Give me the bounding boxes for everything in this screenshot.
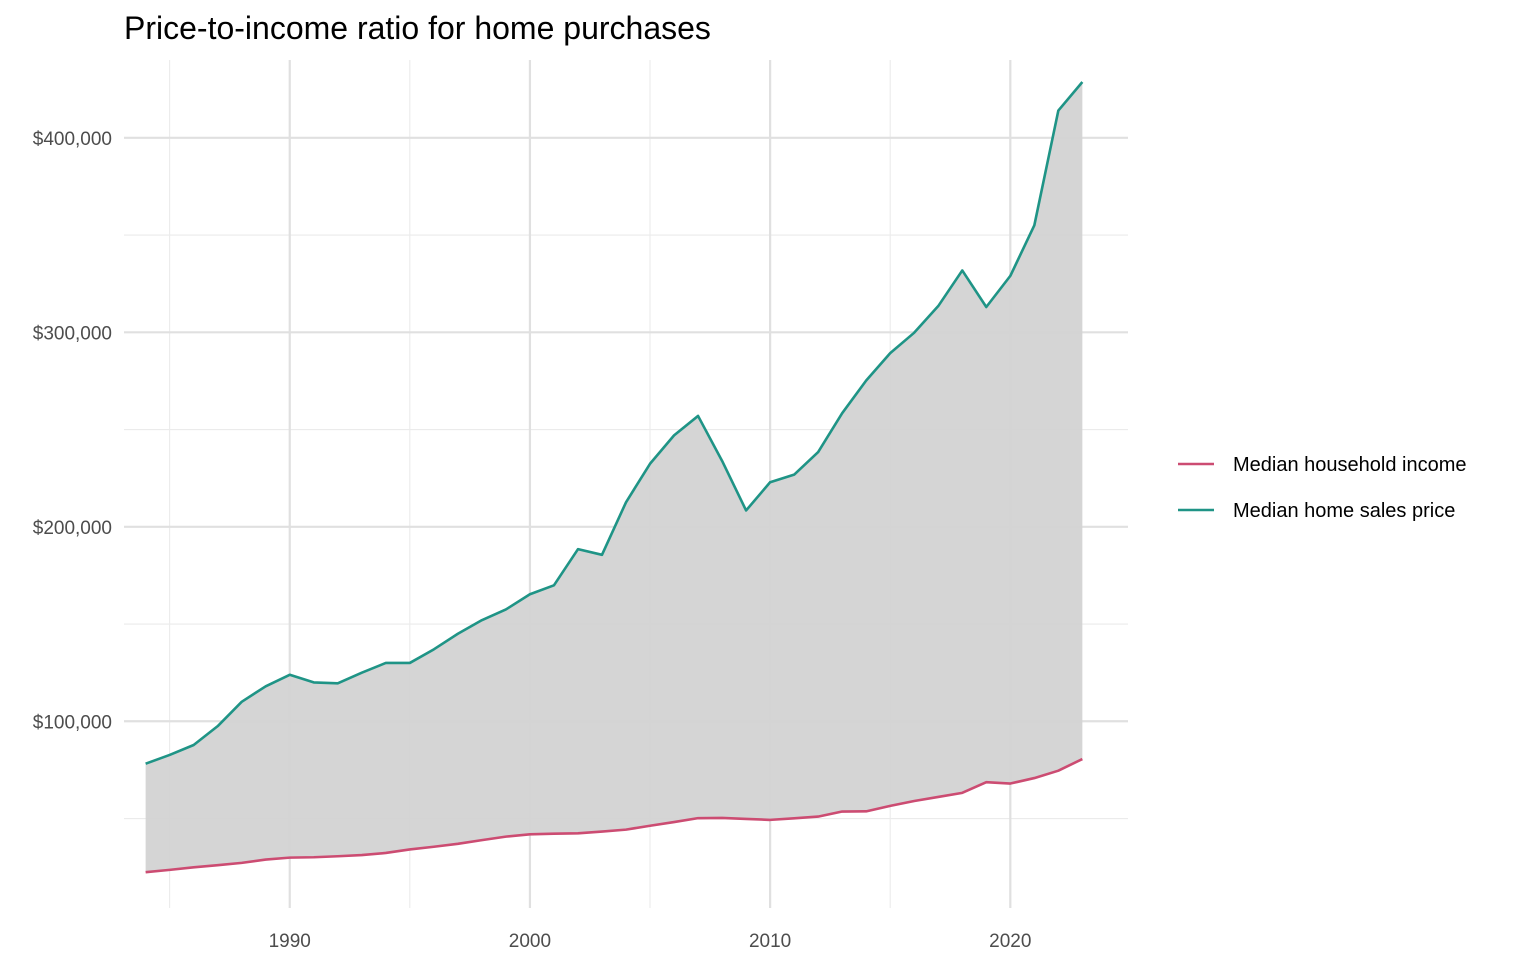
ribbon-area: [145, 81, 1083, 873]
legend-label: Median household income: [1233, 454, 1467, 476]
y-tick-label: $400,000: [33, 129, 112, 150]
x-tick-label: 2000: [509, 931, 551, 952]
x-tick-label: 1990: [269, 931, 311, 952]
legend-label: Median home sales price: [1233, 500, 1455, 522]
x-tick-label: 2020: [989, 931, 1031, 952]
series-line-1: [145, 81, 1084, 765]
x-tick-label: 2010: [749, 931, 791, 952]
series-line-0: [145, 757, 1083, 874]
y-tick-label: $300,000: [33, 323, 112, 344]
y-tick-label: $200,000: [33, 518, 112, 539]
ribbon-layer: [145, 81, 1083, 873]
chart-title: Price-to-income ratio for home purchases: [124, 10, 711, 46]
legend-item: Median household income: [1178, 454, 1467, 476]
y-tick-label: $100,000: [33, 712, 112, 733]
legend: Median household income Median home sales…: [1178, 454, 1467, 522]
legend-item: Median home sales price: [1178, 500, 1455, 522]
grid-minor: [124, 60, 1128, 908]
x-axis-labels: 1990 2000 2010 2020: [269, 931, 1032, 952]
lines-layer: [145, 81, 1084, 874]
y-axis-labels: $100,000 $200,000 $300,000 $400,000: [33, 129, 112, 733]
